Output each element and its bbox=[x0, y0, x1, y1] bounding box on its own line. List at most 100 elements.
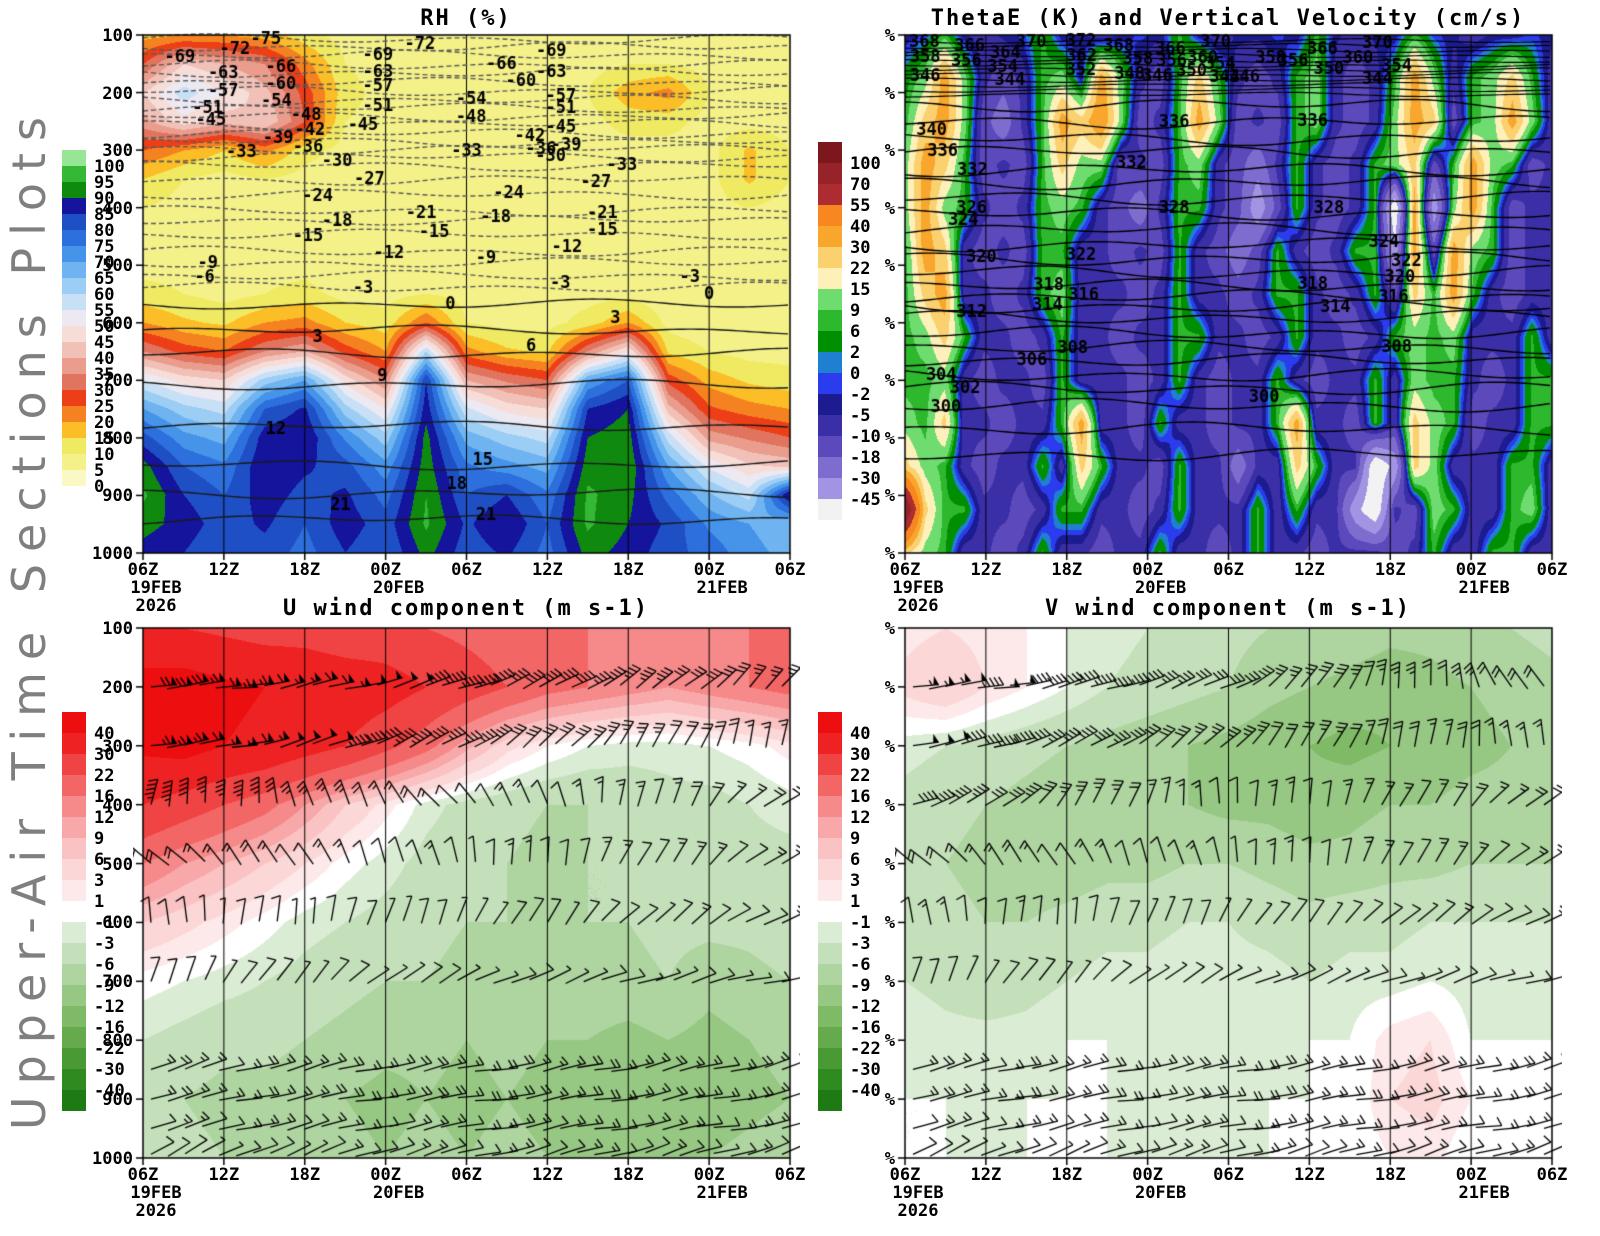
y-tick-label: % bbox=[884, 198, 895, 219]
x-axis-date-label: 21FEB bbox=[696, 578, 748, 598]
y-tick-label: % bbox=[884, 1031, 895, 1052]
colorbar-tick-label: 60 bbox=[94, 285, 115, 305]
colorbar-tick-label: 12 bbox=[850, 808, 871, 828]
colorbar-cell bbox=[818, 964, 842, 985]
colorbar-tick-label: -9 bbox=[850, 976, 871, 996]
panel-title-u: U wind component (m s-1) bbox=[283, 596, 649, 621]
colorbar-tick-label: 80 bbox=[94, 221, 115, 241]
y-tick-label: 900 bbox=[102, 486, 133, 507]
y-tick-label: % bbox=[884, 486, 895, 507]
y-tick-label: 500 bbox=[102, 854, 133, 875]
colorbar-tick-label: 0 bbox=[94, 477, 105, 497]
x-tick-label: 12Z bbox=[532, 560, 563, 580]
colorbar-tick-label: 16 bbox=[850, 787, 871, 807]
y-tick-label: 600 bbox=[102, 313, 133, 334]
x-tick-label: 18Z bbox=[1051, 1165, 1083, 1185]
colorbar-cell bbox=[818, 415, 842, 436]
colorbar-tick-label: -45 bbox=[850, 490, 881, 510]
colorbar-cell bbox=[62, 712, 86, 733]
colorbar-cell bbox=[818, 247, 842, 268]
colorbar-tick-label: -16 bbox=[94, 1018, 125, 1038]
colorbar-cell bbox=[818, 880, 842, 901]
colorbar-tick-label: -30 bbox=[850, 1060, 881, 1080]
colorbar-cell bbox=[818, 352, 842, 373]
colorbar-cell bbox=[62, 422, 86, 438]
x-tick-label: 06Z bbox=[127, 560, 159, 580]
colorbar-cell bbox=[818, 394, 842, 415]
colorbar-cell bbox=[62, 294, 86, 310]
y-tick-label: % bbox=[884, 736, 895, 757]
colorbar-tick-label: 100 bbox=[850, 154, 881, 174]
colorbar-cell bbox=[62, 166, 86, 182]
y-tick-label: % bbox=[884, 256, 895, 277]
colorbar-cell bbox=[818, 331, 842, 352]
x-tick-label: 00Z bbox=[1455, 560, 1487, 580]
colorbar-tick-label: -1 bbox=[94, 913, 115, 933]
x-tick-label: 00Z bbox=[1455, 1165, 1487, 1185]
colorbar-cell bbox=[62, 358, 86, 374]
y-tick-label: % bbox=[884, 972, 895, 993]
x-tick-label: 12Z bbox=[970, 560, 1002, 580]
colorbar-tick-label: 55 bbox=[850, 196, 871, 216]
colorbar-tick-label: 30 bbox=[850, 745, 871, 765]
y-tick-label: 1000 bbox=[92, 1149, 133, 1169]
x-axis-date-label: 21FEB bbox=[696, 1183, 748, 1203]
colorbar-tick-label: -9 bbox=[94, 976, 115, 996]
y-tick-label: % bbox=[884, 795, 895, 816]
colorbar-cell bbox=[62, 310, 86, 326]
colorbar-tick-label: 5 bbox=[94, 461, 105, 481]
colorbar-cell bbox=[62, 922, 86, 943]
colorbar-tick-label: -6 bbox=[850, 955, 871, 975]
colorbar-tick-label: 15 bbox=[850, 280, 871, 300]
x-tick-label: 12Z bbox=[532, 1165, 563, 1185]
colorbar-tick-label: 20 bbox=[94, 413, 115, 433]
colorbar-cell bbox=[818, 310, 842, 331]
x-tick-label: 06Z bbox=[127, 1165, 159, 1185]
y-tick-label: % bbox=[884, 83, 895, 104]
x-axis-date-label: 2026 bbox=[135, 596, 177, 616]
colorbar-cell bbox=[62, 1090, 86, 1111]
colorbar-cell bbox=[818, 817, 842, 838]
colorbar-cell bbox=[62, 880, 86, 901]
colorbar-cell bbox=[818, 796, 842, 817]
colorbar-tick-label: 25 bbox=[94, 397, 115, 417]
x-axis-date-label: 21FEB bbox=[1458, 578, 1510, 598]
y-tick-label: % bbox=[884, 1149, 895, 1169]
x-tick-label: 18Z bbox=[289, 1165, 321, 1185]
y-tick-label: % bbox=[884, 619, 895, 639]
colorbar-cell bbox=[62, 1048, 86, 1069]
colorbar-tick-label: 15 bbox=[94, 429, 115, 449]
colorbar-cell bbox=[818, 163, 842, 184]
colorbar-cell bbox=[818, 985, 842, 1006]
colorbar-cell bbox=[818, 1069, 842, 1090]
figure-vertical-title: Upper-Air Time Sections Plots bbox=[2, 105, 56, 1131]
colorbar-cell bbox=[62, 486, 86, 502]
colorbar-tick-label: 30 bbox=[94, 381, 115, 401]
y-tick-label: 100 bbox=[102, 619, 133, 639]
colorbar-cell bbox=[818, 712, 842, 733]
x-tick-label: 00Z bbox=[693, 1165, 725, 1185]
y-tick-label: 800 bbox=[102, 428, 133, 449]
colorbar-tick-label: -16 bbox=[850, 1018, 881, 1038]
x-tick-label: 18Z bbox=[612, 560, 644, 580]
colorbar-cell bbox=[818, 1090, 842, 1111]
x-axis-date-label: 19FEB bbox=[130, 1183, 182, 1203]
x-tick-label: 18Z bbox=[289, 560, 321, 580]
colorbar-tick-label: 65 bbox=[94, 269, 115, 289]
colorbar-cell bbox=[62, 278, 86, 294]
x-tick-label: 06Z bbox=[1536, 1165, 1568, 1185]
y-tick-label: 600 bbox=[102, 913, 133, 934]
x-tick-label: 12Z bbox=[1294, 1165, 1325, 1185]
colorbar-cell bbox=[62, 342, 86, 358]
colorbar-tick-label: 9 bbox=[850, 301, 861, 321]
x-tick-label: 18Z bbox=[612, 1165, 644, 1185]
colorbar-cell bbox=[62, 230, 86, 246]
y-tick-label: 300 bbox=[102, 736, 133, 757]
colorbar-cell bbox=[62, 454, 86, 470]
colorbar-cell bbox=[818, 184, 842, 205]
x-tick-label: 06Z bbox=[774, 560, 806, 580]
x-axis-date-label: 19FEB bbox=[892, 1183, 944, 1203]
colorbar-cell bbox=[62, 859, 86, 880]
x-tick-label: 18Z bbox=[1374, 560, 1406, 580]
colorbar-tick-label: 75 bbox=[94, 237, 115, 257]
